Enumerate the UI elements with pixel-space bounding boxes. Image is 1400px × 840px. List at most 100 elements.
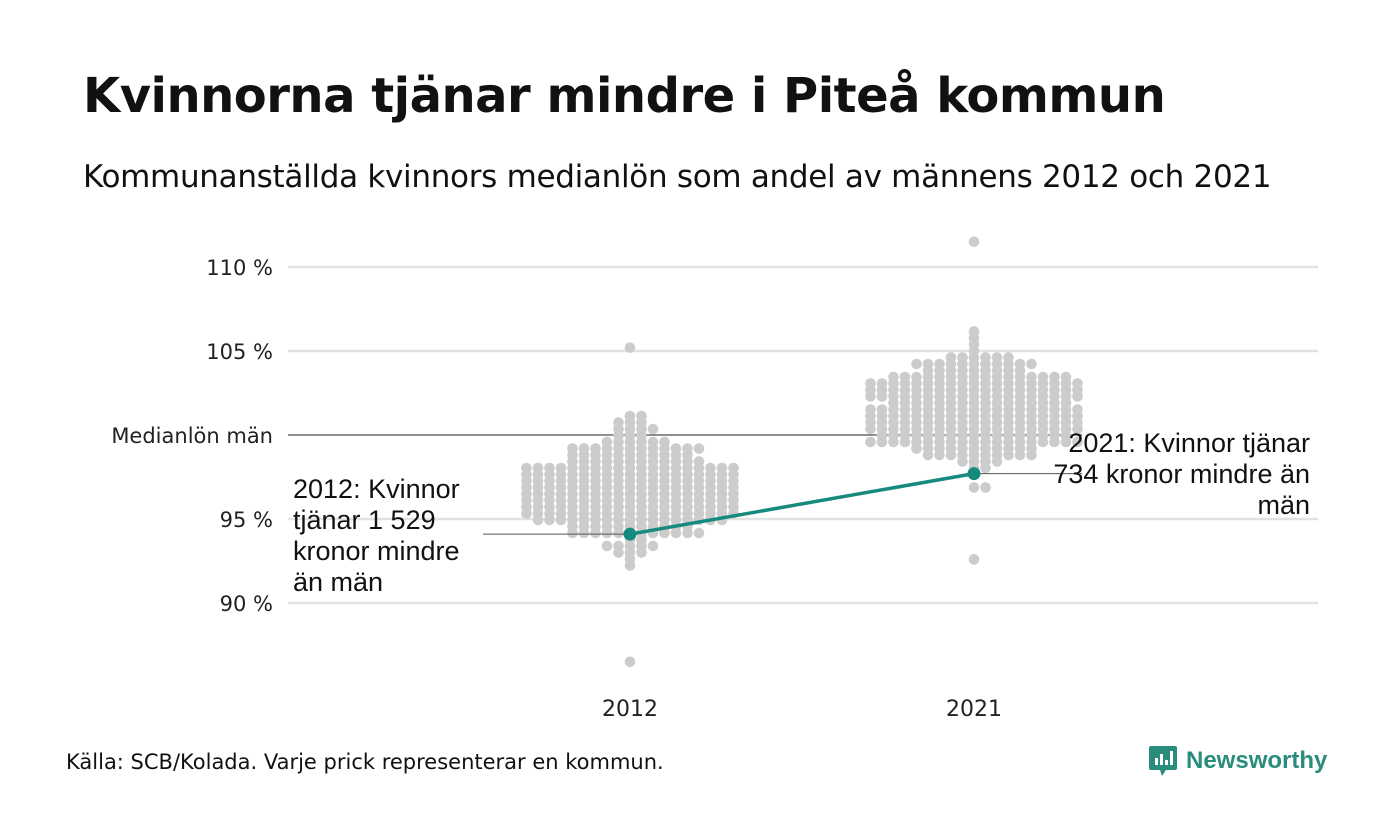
municipality-dot bbox=[578, 456, 590, 467]
municipality-dot bbox=[578, 527, 590, 539]
municipality-dot bbox=[728, 482, 739, 493]
annotation-2012: 2012: Kvinnor tjänar 1 529 kronor mindre… bbox=[293, 474, 460, 597]
municipality-dot bbox=[1037, 397, 1049, 409]
municipality-dot bbox=[601, 482, 613, 493]
municipality-dot bbox=[682, 508, 693, 519]
municipality-dot bbox=[693, 527, 705, 539]
municipality-dot bbox=[555, 462, 567, 474]
municipality-dot bbox=[1072, 423, 1083, 435]
municipality-dot bbox=[636, 475, 647, 487]
municipality-dot bbox=[1026, 430, 1037, 441]
municipality-dot bbox=[647, 540, 659, 552]
municipality-dot bbox=[980, 423, 991, 435]
municipality-dot bbox=[934, 423, 945, 435]
municipality-dot bbox=[1049, 430, 1060, 441]
municipality-dot bbox=[1037, 410, 1049, 422]
municipality-dot bbox=[624, 501, 636, 513]
municipality-dot bbox=[555, 475, 567, 487]
municipality-dot bbox=[957, 391, 968, 402]
municipality-dot bbox=[922, 397, 934, 409]
municipality-dot bbox=[705, 475, 716, 487]
municipality-dot bbox=[934, 410, 945, 422]
municipality-dot bbox=[1060, 430, 1072, 441]
municipality-dot bbox=[980, 404, 991, 415]
municipality-dot bbox=[1026, 449, 1037, 461]
municipality-dot bbox=[980, 482, 991, 493]
municipality-dot bbox=[532, 482, 544, 493]
municipality-dot bbox=[957, 371, 968, 383]
municipality-dot bbox=[693, 508, 705, 519]
municipality-dot bbox=[670, 456, 682, 467]
municipality-dot bbox=[991, 456, 1003, 467]
municipality-dot bbox=[693, 475, 705, 487]
municipality-dot bbox=[601, 508, 613, 519]
municipality-dot bbox=[532, 462, 544, 474]
y-tick-label: 90 % bbox=[220, 592, 273, 616]
municipality-dot bbox=[590, 482, 601, 493]
municipality-dot bbox=[968, 371, 980, 383]
x-tick-label: 2021 bbox=[946, 697, 1002, 722]
municipality-dot bbox=[693, 456, 705, 467]
municipality-dot bbox=[1014, 423, 1026, 435]
municipality-dot bbox=[1014, 365, 1026, 376]
municipality-dot bbox=[1014, 410, 1026, 422]
municipality-dot bbox=[544, 462, 555, 474]
municipality-dot bbox=[991, 404, 1003, 415]
municipality-dot bbox=[670, 508, 682, 519]
municipality-dot bbox=[613, 495, 624, 506]
municipality-dot bbox=[532, 508, 544, 519]
municipality-dot bbox=[567, 521, 578, 532]
municipality-dot bbox=[705, 462, 716, 474]
municipality-dot bbox=[899, 430, 911, 441]
municipality-dot bbox=[888, 410, 899, 422]
municipality-dot bbox=[590, 449, 601, 461]
municipality-dot bbox=[968, 443, 980, 454]
municipality-dot bbox=[1003, 449, 1014, 461]
municipality-dot bbox=[876, 410, 888, 422]
municipality-dot bbox=[647, 501, 659, 513]
municipality-dot bbox=[1003, 352, 1014, 363]
municipality-dot bbox=[624, 469, 636, 480]
municipality-dot bbox=[911, 410, 922, 422]
municipality-dot bbox=[624, 656, 636, 668]
municipality-dot bbox=[659, 508, 670, 519]
chart-subtitle: Kommunanställda kvinnors medianlön som a… bbox=[83, 159, 1272, 195]
municipality-dot bbox=[888, 430, 899, 441]
municipality-dot bbox=[636, 514, 647, 526]
highlight-line bbox=[629, 471, 975, 536]
municipality-dot bbox=[911, 397, 922, 409]
municipality-dot bbox=[647, 482, 659, 493]
municipality-dot bbox=[705, 495, 716, 506]
y-tick-label: 95 % bbox=[220, 508, 273, 532]
municipality-dot bbox=[991, 391, 1003, 402]
newsworthy-logo-icon bbox=[1149, 746, 1177, 776]
brand[interactable]: Newsworthy bbox=[1148, 744, 1327, 778]
municipality-dot bbox=[590, 527, 601, 539]
municipality-dot bbox=[1060, 384, 1072, 396]
municipality-dot bbox=[682, 475, 693, 487]
municipality-dot bbox=[1003, 397, 1014, 409]
municipality-dot bbox=[682, 527, 693, 539]
municipality-dot bbox=[636, 449, 647, 461]
municipality-dot bbox=[601, 449, 613, 461]
municipality-dot bbox=[911, 371, 922, 383]
municipality-dot bbox=[968, 345, 980, 357]
municipality-dot bbox=[555, 514, 567, 526]
municipality-dot bbox=[636, 410, 647, 422]
highlight-point-2012 bbox=[623, 527, 637, 541]
grid-layer bbox=[288, 265, 1318, 605]
x-tick-label: 2012 bbox=[602, 697, 658, 722]
municipality-dot bbox=[624, 488, 636, 500]
municipality-dot bbox=[945, 365, 957, 376]
municipality-dot bbox=[957, 456, 968, 467]
municipality-dot bbox=[624, 342, 636, 353]
municipality-dot bbox=[1026, 358, 1037, 370]
municipality-dot bbox=[957, 423, 968, 435]
municipality-dot bbox=[613, 449, 624, 461]
municipality-dot bbox=[624, 456, 636, 467]
municipality-dot bbox=[991, 365, 1003, 376]
municipality-dot bbox=[865, 423, 876, 435]
municipality-dot bbox=[922, 449, 934, 461]
municipality-dot bbox=[624, 430, 636, 441]
